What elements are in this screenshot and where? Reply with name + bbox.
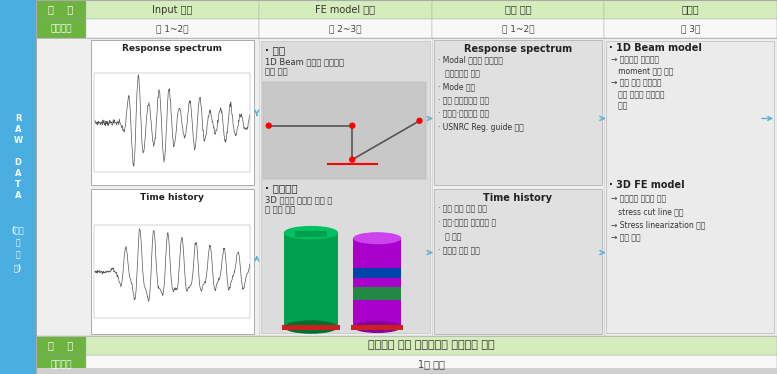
Bar <box>86 19 259 38</box>
Bar <box>431 0 605 19</box>
Text: · 1D Beam model: · 1D Beam model <box>609 43 702 53</box>
Bar <box>351 325 403 330</box>
Text: → 관심부위 주변부 에서: → 관심부위 주변부 에서 <box>611 194 667 203</box>
Text: stress cut line 결정: stress cut line 결정 <box>611 208 684 217</box>
Text: 모델 작성: 모델 작성 <box>265 67 287 77</box>
Text: → Stress linearization 수행: → Stress linearization 수행 <box>611 221 706 230</box>
Bar <box>91 189 254 334</box>
Bar <box>606 41 774 333</box>
Bar <box>94 225 249 318</box>
Text: · 배관: · 배관 <box>265 45 285 55</box>
Bar <box>282 325 340 330</box>
Text: 약 3일: 약 3일 <box>681 24 700 33</box>
Bar <box>36 368 777 374</box>
Text: 소요시간: 소요시간 <box>51 24 71 33</box>
Text: · USNRC Reg. guide 수록: · USNRC Reg. guide 수록 <box>437 123 523 132</box>
Bar <box>263 82 426 179</box>
Text: 여 모델 작성: 여 모델 작성 <box>265 205 295 215</box>
Text: · 정확한 결과 도움: · 정확한 결과 도움 <box>437 246 479 255</box>
Bar <box>354 267 402 278</box>
Text: 인공지능 지진 건전성평가 프로그램 사용: 인공지능 지진 건전성평가 프로그램 사용 <box>368 340 495 350</box>
Ellipse shape <box>354 232 402 244</box>
Circle shape <box>350 157 355 162</box>
Circle shape <box>417 118 422 123</box>
Text: → 응력 평가: → 응력 평가 <box>611 233 641 242</box>
Circle shape <box>267 123 271 128</box>
Text: Response spectrum: Response spectrum <box>122 43 222 52</box>
Bar <box>605 0 777 19</box>
Bar <box>36 336 86 355</box>
Bar <box>259 0 431 19</box>
Text: 약 1~2주: 약 1~2주 <box>502 24 534 33</box>
Text: → 관심부위 절점에서: → 관심부위 절점에서 <box>611 55 660 64</box>
Text: · 3D FE model: · 3D FE model <box>609 180 685 190</box>
Text: 1일 미만: 1일 미만 <box>418 359 445 370</box>
Circle shape <box>350 123 355 128</box>
Text: 과    업: 과 업 <box>48 4 74 15</box>
Text: Input 생성: Input 생성 <box>152 4 193 15</box>
Bar <box>434 189 602 334</box>
Bar <box>605 19 777 38</box>
Text: R
A
W
 
D
A
T
A: R A W D A T A <box>13 114 23 200</box>
Bar <box>36 38 777 336</box>
Text: 약 2~3주: 약 2~3주 <box>329 24 361 33</box>
Bar <box>354 287 402 300</box>
Bar <box>86 336 777 355</box>
Bar <box>431 19 605 38</box>
Text: · 실제 거동 모사 가능: · 실제 거동 모사 가능 <box>437 205 486 214</box>
Text: → 변환 식을 이용하여: → 변환 식을 이용하여 <box>611 79 662 88</box>
Bar <box>259 19 431 38</box>
Text: · 주요기기: · 주요기기 <box>265 183 298 193</box>
Ellipse shape <box>284 226 338 239</box>
Text: 평가: 평가 <box>611 101 628 110</box>
Text: Response spectrum: Response spectrum <box>464 44 572 54</box>
Text: 응력 값으로 변환하여: 응력 값으로 변환하여 <box>611 90 665 99</box>
Text: · 보수적·부정확한 결과: · 보수적·부정확한 결과 <box>437 110 489 119</box>
Bar <box>434 40 602 185</box>
Bar <box>36 355 86 374</box>
Text: 과    업: 과 업 <box>48 340 74 350</box>
Bar <box>294 231 327 237</box>
Text: moment 결과 도출: moment 결과 도출 <box>611 67 674 76</box>
Text: · Modal 해석을 이용하여: · Modal 해석을 이용하여 <box>437 55 503 64</box>
Text: 1D Beam 요소를 이용하여: 1D Beam 요소를 이용하여 <box>265 58 343 67</box>
Text: FE model 작성: FE model 작성 <box>315 4 375 15</box>
Text: Time history: Time history <box>483 193 552 203</box>
Bar <box>91 40 254 185</box>
Text: (지반
가
속
도): (지반 가 속 도) <box>12 226 24 272</box>
Ellipse shape <box>284 320 338 334</box>
Text: · Mode 중첽: · Mode 중첽 <box>437 83 475 92</box>
Text: 후정리: 후정리 <box>681 4 699 15</box>
Text: 3D 육면체 요소를 이용 하: 3D 육면체 요소를 이용 하 <box>265 196 332 205</box>
Bar <box>0 0 36 374</box>
Bar <box>261 41 430 333</box>
Bar <box>86 355 777 374</box>
Text: 고유진동수 계산: 고유진동수 계산 <box>437 69 479 78</box>
Bar <box>36 0 86 19</box>
Text: 용 가능: 용 가능 <box>437 233 461 242</box>
Bar <box>284 233 338 327</box>
Bar <box>94 73 249 172</box>
Bar <box>36 19 86 38</box>
Text: 지진 해석: 지진 해석 <box>504 4 531 15</box>
Bar <box>86 0 259 19</box>
Text: · 선형·비선형 시스템에 적: · 선형·비선형 시스템에 적 <box>437 218 496 227</box>
Text: · 선형 시스템에만 한정: · 선형 시스템에만 한정 <box>437 96 489 105</box>
Text: 약 1~2일: 약 1~2일 <box>156 24 189 33</box>
Ellipse shape <box>354 321 402 333</box>
Bar <box>354 238 402 327</box>
Text: 소요시간: 소요시간 <box>51 360 71 369</box>
Text: Time history: Time history <box>141 193 204 202</box>
